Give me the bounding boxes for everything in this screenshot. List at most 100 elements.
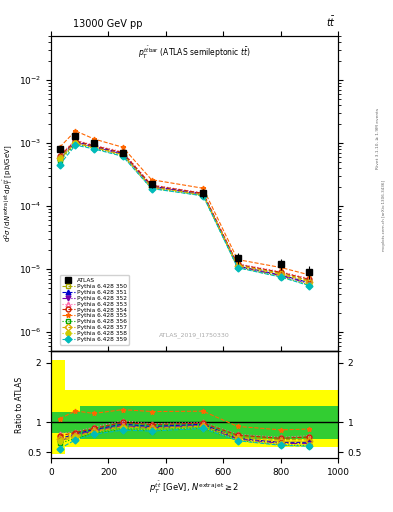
Pythia 6.428 354 [149, 182, 154, 188]
Pythia 6.428 352 [201, 191, 206, 198]
Pythia 6.428 355 [235, 257, 240, 263]
Pythia 6.428 351 [307, 280, 312, 286]
Pythia 6.428 357 [149, 184, 154, 190]
Pythia 6.428 358 [307, 282, 312, 288]
Pythia 6.428 353 [57, 152, 62, 158]
Pythia 6.428 350 [201, 191, 206, 198]
Pythia 6.428 357 [73, 140, 78, 146]
Pythia 6.428 358 [201, 193, 206, 199]
Pythia 6.428 353 [307, 275, 312, 282]
Text: ATLAS_2019_I1750330: ATLAS_2019_I1750330 [159, 332, 230, 338]
Pythia 6.428 357 [307, 279, 312, 285]
Line: Pythia 6.428 354: Pythia 6.428 354 [57, 138, 312, 282]
Text: $t\bar{t}$: $t\bar{t}$ [326, 15, 336, 29]
Pythia 6.428 352 [57, 156, 62, 162]
Pythia 6.428 350 [57, 156, 62, 162]
Pythia 6.428 356 [92, 145, 97, 152]
Pythia 6.428 355 [73, 128, 78, 134]
Pythia 6.428 351 [235, 263, 240, 269]
Pythia 6.428 354 [235, 261, 240, 267]
Line: Pythia 6.428 355: Pythia 6.428 355 [57, 129, 312, 278]
Pythia 6.428 357 [120, 152, 125, 158]
Pythia 6.428 356 [201, 193, 206, 199]
Pythia 6.428 351 [73, 138, 78, 144]
Text: $p_T^{t\bar{t}\,\mathrm{bar}}$ (ATLAS semileptonic $t\bar{t}$): $p_T^{t\bar{t}\,\mathrm{bar}}$ (ATLAS se… [138, 45, 251, 61]
Pythia 6.428 357 [201, 191, 206, 198]
Line: Pythia 6.428 358: Pythia 6.428 358 [57, 141, 312, 287]
Pythia 6.428 354 [73, 138, 78, 144]
Pythia 6.428 353 [120, 149, 125, 155]
Pythia 6.428 352 [120, 151, 125, 157]
Pythia 6.428 359 [307, 283, 312, 289]
Pythia 6.428 359 [235, 265, 240, 271]
Line: Pythia 6.428 352: Pythia 6.428 352 [57, 140, 312, 286]
Pythia 6.428 355 [92, 136, 97, 142]
Pythia 6.428 353 [149, 182, 154, 188]
X-axis label: $p_T^{t\bar{t}}$ [GeV], $N^{\mathrm{extra\,jet}} \geq 2$: $p_T^{t\bar{t}}$ [GeV], $N^{\mathrm{extr… [149, 480, 240, 496]
Pythia 6.428 355 [120, 144, 125, 151]
Polygon shape [51, 406, 338, 439]
Pythia 6.428 350 [73, 140, 78, 146]
Pythia 6.428 356 [307, 282, 312, 288]
Pythia 6.428 352 [278, 272, 283, 279]
Pythia 6.428 354 [92, 143, 97, 149]
Pythia 6.428 358 [120, 153, 125, 159]
Pythia 6.428 359 [120, 153, 125, 159]
Pythia 6.428 359 [57, 162, 62, 168]
Pythia 6.428 357 [235, 263, 240, 269]
Pythia 6.428 353 [235, 261, 240, 267]
Line: Pythia 6.428 351: Pythia 6.428 351 [57, 139, 312, 285]
Text: mcplots.cern.ch [arXiv:1306.3436]: mcplots.cern.ch [arXiv:1306.3436] [382, 180, 386, 250]
Pythia 6.428 359 [149, 185, 154, 191]
Line: Pythia 6.428 353: Pythia 6.428 353 [57, 138, 312, 281]
Line: Pythia 6.428 350: Pythia 6.428 350 [57, 141, 312, 283]
Line: Pythia 6.428 356: Pythia 6.428 356 [57, 142, 312, 288]
Pythia 6.428 352 [235, 264, 240, 270]
Pythia 6.428 356 [120, 153, 125, 159]
Pythia 6.428 356 [278, 273, 283, 280]
Pythia 6.428 353 [201, 190, 206, 196]
Pythia 6.428 350 [307, 278, 312, 284]
Pythia 6.428 354 [201, 190, 206, 197]
Pythia 6.428 351 [120, 151, 125, 157]
Pythia 6.428 358 [92, 145, 97, 151]
Pythia 6.428 355 [149, 177, 154, 183]
Pythia 6.428 352 [307, 281, 312, 287]
Pythia 6.428 359 [278, 274, 283, 280]
Pythia 6.428 357 [278, 271, 283, 278]
Pythia 6.428 350 [278, 270, 283, 276]
Line: Pythia 6.428 359: Pythia 6.428 359 [57, 143, 312, 288]
Pythia 6.428 354 [120, 150, 125, 156]
Pythia 6.428 354 [57, 153, 62, 159]
Pythia 6.428 350 [120, 152, 125, 158]
Pythia 6.428 350 [235, 262, 240, 268]
Pythia 6.428 355 [201, 185, 206, 191]
Legend: ATLAS, Pythia 6.428 350, Pythia 6.428 351, Pythia 6.428 352, Pythia 6.428 353, P: ATLAS, Pythia 6.428 350, Pythia 6.428 35… [60, 275, 129, 345]
Pythia 6.428 352 [92, 144, 97, 150]
Pythia 6.428 355 [278, 264, 283, 270]
Pythia 6.428 359 [92, 146, 97, 152]
Pythia 6.428 359 [73, 142, 78, 148]
Pythia 6.428 354 [307, 276, 312, 283]
Polygon shape [51, 360, 338, 454]
Pythia 6.428 357 [92, 144, 97, 151]
Pythia 6.428 354 [278, 269, 283, 275]
Pythia 6.428 356 [73, 141, 78, 147]
Pythia 6.428 353 [92, 142, 97, 148]
Pythia 6.428 350 [92, 144, 97, 151]
Pythia 6.428 356 [57, 158, 62, 164]
Pythia 6.428 353 [73, 137, 78, 143]
Pythia 6.428 358 [235, 264, 240, 270]
Pythia 6.428 353 [278, 269, 283, 275]
Y-axis label: $\mathrm{d}^2\sigma\,/\,\mathrm{d}N^{\mathrm{extra\,jet}}\,\mathrm{d}\,p_T^{t\ba: $\mathrm{d}^2\sigma\,/\,\mathrm{d}N^{\ma… [2, 144, 16, 242]
Pythia 6.428 355 [57, 144, 62, 151]
Pythia 6.428 352 [73, 139, 78, 145]
Pythia 6.428 351 [149, 183, 154, 189]
Text: Rivet 3.1.10, ≥ 1.9M events: Rivet 3.1.10, ≥ 1.9M events [376, 108, 380, 169]
Pythia 6.428 351 [278, 272, 283, 278]
Pythia 6.428 358 [73, 140, 78, 146]
Pythia 6.428 351 [57, 155, 62, 161]
Pythia 6.428 358 [278, 273, 283, 280]
Pythia 6.428 355 [307, 272, 312, 278]
Pythia 6.428 359 [201, 193, 206, 199]
